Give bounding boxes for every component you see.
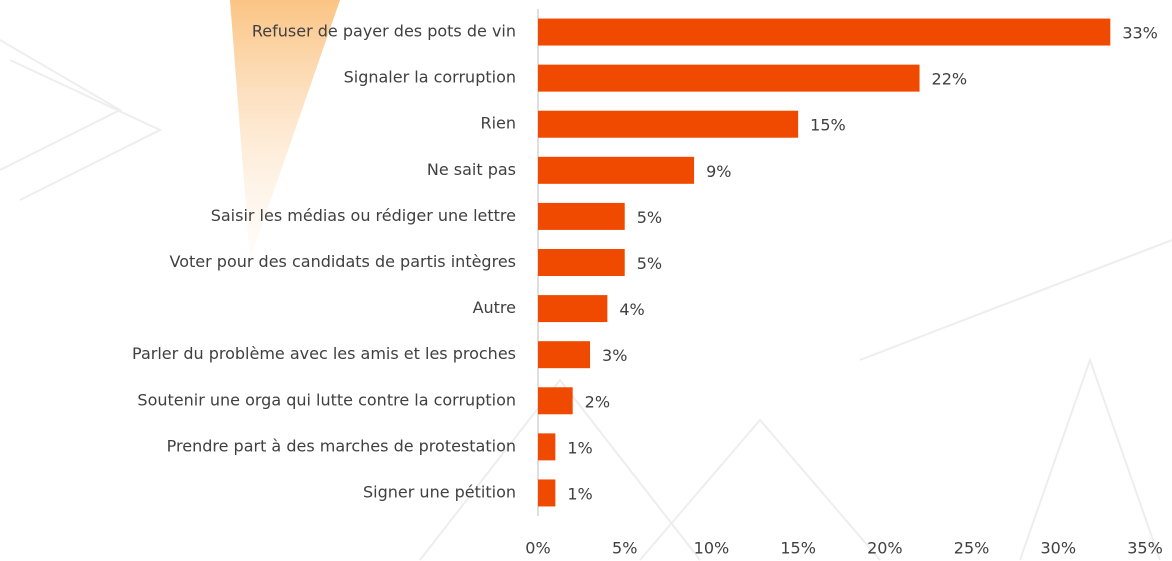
value-label: 15% xyxy=(810,116,846,135)
decoration xyxy=(230,0,340,260)
value-label: 33% xyxy=(1122,24,1158,43)
bar xyxy=(538,249,625,276)
category-label: Voter pour des candidats de partis intèg… xyxy=(170,252,516,271)
bar xyxy=(538,387,573,415)
bar xyxy=(538,202,625,230)
x-tick-label: 5% xyxy=(612,539,637,558)
value-label: 22% xyxy=(932,70,968,89)
bar xyxy=(538,433,556,461)
bar xyxy=(538,341,591,369)
category-label: Ne sait pas xyxy=(427,160,516,179)
value-label: 1% xyxy=(567,484,592,503)
x-tick-label: 15% xyxy=(780,539,816,558)
category-label: Signaler la corruption xyxy=(344,68,516,87)
value-label: 3% xyxy=(602,346,627,365)
category-label: Soutenir une orga qui lutte contre la co… xyxy=(137,390,516,409)
decoration xyxy=(0,39,1172,561)
category-label: Refuser de payer des pots de vin xyxy=(252,22,516,41)
x-tick-label: 20% xyxy=(867,539,903,558)
bar xyxy=(538,156,695,184)
x-tick-label: 0% xyxy=(525,539,550,558)
category-label: Signer une pétition xyxy=(363,482,516,501)
value-label: 5% xyxy=(637,208,662,227)
bar xyxy=(538,18,1111,46)
x-tick-label: 10% xyxy=(694,539,730,558)
category-label: Parler du problème avec les amis et les … xyxy=(132,344,516,363)
x-tick-label: 30% xyxy=(1041,539,1077,558)
category-label: Rien xyxy=(480,114,516,133)
value-label: 9% xyxy=(706,162,731,181)
category-label: Prendre part à des marches de protestati… xyxy=(167,436,516,455)
category-label: Autre xyxy=(473,298,516,317)
value-label: 2% xyxy=(585,392,610,411)
category-label: Saisir les médias ou rédiger une lettre xyxy=(211,206,516,225)
bar xyxy=(538,479,556,507)
value-label: 4% xyxy=(619,300,644,319)
bar xyxy=(538,110,799,138)
value-label: 1% xyxy=(567,438,592,457)
value-label: 5% xyxy=(637,254,662,273)
x-tick-label: 25% xyxy=(954,539,990,558)
x-tick-label: 35% xyxy=(1127,539,1163,558)
bar xyxy=(538,64,920,92)
bar xyxy=(538,295,608,323)
